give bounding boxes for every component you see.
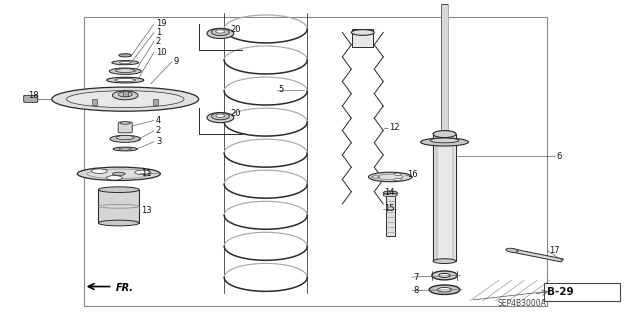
- Text: 3: 3: [156, 137, 161, 146]
- Ellipse shape: [120, 122, 131, 124]
- Bar: [353, 29, 373, 47]
- Text: 14: 14: [384, 188, 394, 197]
- Text: B-29: B-29: [547, 287, 573, 297]
- Ellipse shape: [99, 204, 140, 208]
- Ellipse shape: [351, 30, 374, 35]
- Text: 20: 20: [230, 109, 241, 118]
- Bar: [543, 283, 620, 301]
- Text: 2: 2: [156, 37, 161, 46]
- Text: 18: 18: [28, 92, 39, 100]
- Text: FR.: FR.: [116, 283, 134, 293]
- Ellipse shape: [52, 87, 198, 111]
- Text: 8: 8: [413, 286, 419, 295]
- Bar: [92, 100, 97, 105]
- FancyBboxPatch shape: [24, 95, 38, 102]
- Ellipse shape: [378, 174, 403, 180]
- Ellipse shape: [99, 220, 140, 226]
- Ellipse shape: [92, 169, 108, 173]
- Ellipse shape: [106, 176, 122, 180]
- Text: 6: 6: [556, 152, 562, 161]
- Text: 4: 4: [156, 116, 161, 125]
- Ellipse shape: [113, 91, 138, 100]
- Ellipse shape: [211, 113, 229, 120]
- Ellipse shape: [433, 130, 456, 137]
- Ellipse shape: [394, 173, 401, 175]
- Bar: [153, 100, 158, 105]
- Text: 11: 11: [141, 169, 152, 178]
- Ellipse shape: [99, 187, 140, 193]
- Ellipse shape: [112, 61, 139, 65]
- Text: SEP4B3000A: SEP4B3000A: [497, 299, 547, 308]
- Ellipse shape: [207, 113, 234, 123]
- Ellipse shape: [372, 176, 380, 178]
- Ellipse shape: [211, 29, 229, 36]
- Ellipse shape: [369, 172, 412, 182]
- Ellipse shape: [216, 114, 225, 117]
- Ellipse shape: [120, 62, 131, 63]
- Text: 2: 2: [156, 126, 161, 135]
- Ellipse shape: [110, 135, 141, 142]
- Ellipse shape: [438, 287, 452, 292]
- Text: 7: 7: [413, 272, 419, 281]
- Text: 20: 20: [230, 25, 241, 34]
- Ellipse shape: [429, 285, 460, 294]
- Ellipse shape: [430, 138, 459, 143]
- Text: 13: 13: [141, 206, 152, 215]
- Ellipse shape: [433, 259, 456, 263]
- Ellipse shape: [109, 68, 141, 74]
- Text: 12: 12: [389, 123, 399, 132]
- Ellipse shape: [420, 138, 468, 146]
- Ellipse shape: [118, 92, 132, 97]
- Bar: [386, 195, 395, 236]
- Ellipse shape: [116, 69, 135, 72]
- Text: 10: 10: [156, 48, 166, 57]
- Ellipse shape: [439, 273, 451, 278]
- Text: 1: 1: [156, 28, 161, 37]
- Ellipse shape: [119, 148, 132, 150]
- Ellipse shape: [77, 167, 161, 181]
- Polygon shape: [511, 249, 563, 262]
- Text: 5: 5: [278, 85, 284, 94]
- Ellipse shape: [387, 192, 394, 194]
- FancyBboxPatch shape: [118, 122, 132, 133]
- Ellipse shape: [67, 91, 184, 108]
- Bar: [84, 17, 547, 306]
- Ellipse shape: [207, 28, 234, 39]
- Text: 9: 9: [173, 57, 179, 66]
- Bar: [452, 134, 454, 261]
- Bar: [435, 134, 438, 261]
- Bar: [441, 4, 449, 134]
- Bar: [123, 91, 128, 96]
- Text: 16: 16: [407, 170, 417, 179]
- Ellipse shape: [87, 169, 151, 179]
- Text: 15: 15: [384, 204, 394, 213]
- Ellipse shape: [383, 191, 397, 195]
- Ellipse shape: [113, 147, 138, 151]
- Bar: [99, 190, 140, 223]
- Bar: [433, 134, 456, 261]
- Ellipse shape: [506, 248, 518, 253]
- Ellipse shape: [432, 271, 458, 280]
- Text: 17: 17: [548, 246, 559, 255]
- Ellipse shape: [113, 172, 125, 175]
- Ellipse shape: [135, 170, 151, 174]
- Ellipse shape: [394, 179, 401, 181]
- Ellipse shape: [383, 194, 397, 197]
- Ellipse shape: [116, 136, 134, 140]
- Text: 19: 19: [156, 19, 166, 28]
- Ellipse shape: [119, 54, 132, 57]
- Ellipse shape: [216, 30, 225, 33]
- Ellipse shape: [115, 78, 136, 82]
- Ellipse shape: [107, 77, 144, 83]
